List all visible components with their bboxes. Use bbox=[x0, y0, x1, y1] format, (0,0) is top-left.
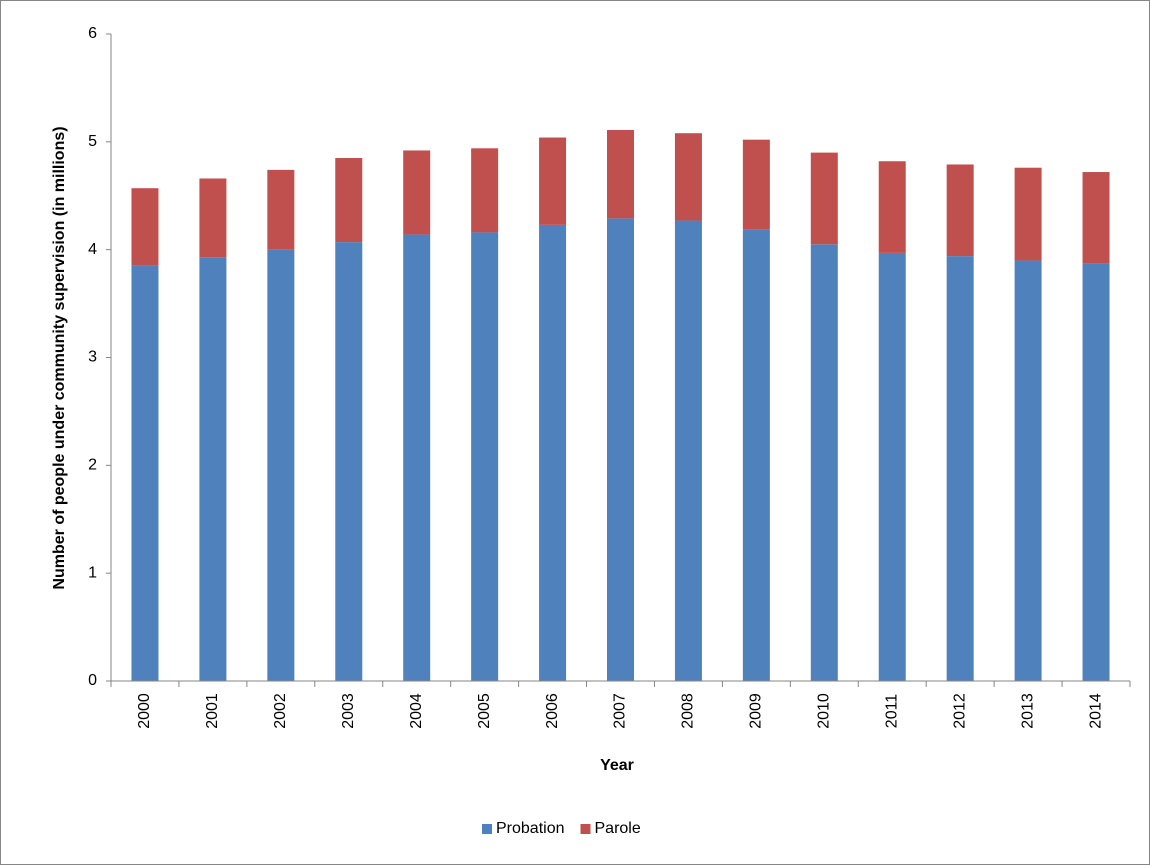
legend-swatch bbox=[482, 824, 492, 834]
x-tick-label: 2006 bbox=[544, 693, 561, 729]
bar-segment bbox=[946, 256, 974, 681]
bar-segment bbox=[403, 150, 431, 235]
bar-segment bbox=[810, 244, 838, 681]
bar-segment bbox=[403, 234, 431, 681]
bar-segment bbox=[335, 242, 363, 681]
x-tick-label: 2008 bbox=[680, 693, 697, 729]
bar-segment bbox=[267, 169, 295, 250]
y-tick-label: 3 bbox=[88, 349, 97, 366]
bar-segment bbox=[131, 265, 159, 681]
bar-segment bbox=[1082, 172, 1110, 264]
x-tick-label: 2014 bbox=[1087, 693, 1104, 729]
bar-segment bbox=[878, 161, 906, 253]
x-tick-label: 2013 bbox=[1019, 693, 1036, 729]
bar-segment bbox=[607, 129, 634, 219]
x-tick-label: 2003 bbox=[340, 693, 357, 729]
bar-segment bbox=[674, 220, 702, 681]
bar-segment bbox=[742, 139, 770, 230]
x-tick-label: 2002 bbox=[272, 693, 289, 729]
bar-segment bbox=[199, 257, 227, 681]
y-axis-title: Number of people under community supervi… bbox=[51, 126, 68, 589]
bar-segment bbox=[471, 232, 499, 681]
y-tick-label: 6 bbox=[88, 25, 97, 42]
bar-segment bbox=[539, 137, 567, 225]
y-tick-label: 2 bbox=[88, 457, 97, 474]
x-tick-label: 2004 bbox=[408, 693, 425, 729]
bar-segment bbox=[810, 152, 838, 245]
bar-segment bbox=[674, 133, 702, 221]
bar-segment bbox=[199, 178, 227, 258]
y-tick-label: 5 bbox=[88, 133, 97, 150]
x-tick-label: 2007 bbox=[612, 693, 629, 729]
x-tick-label: 2010 bbox=[816, 693, 833, 729]
bar-segment bbox=[471, 148, 499, 233]
x-axis-title: Year bbox=[600, 757, 634, 774]
x-tick-label: 2009 bbox=[748, 693, 765, 729]
y-tick-label: 0 bbox=[88, 672, 97, 689]
legend-label: Parole bbox=[595, 820, 641, 837]
bar-segment bbox=[1014, 167, 1042, 261]
x-tick-label: 2005 bbox=[476, 693, 493, 729]
bar-segment bbox=[335, 158, 363, 243]
bar-segment bbox=[878, 252, 906, 681]
bar-segment bbox=[1082, 263, 1110, 681]
x-tick-label: 2001 bbox=[204, 693, 221, 729]
bar-segment bbox=[607, 218, 634, 681]
legend-swatch bbox=[580, 824, 591, 834]
bar-segment bbox=[131, 188, 159, 266]
bar-segment bbox=[539, 224, 567, 682]
bar-segment bbox=[946, 164, 974, 257]
y-tick-label: 1 bbox=[88, 564, 97, 581]
y-tick-label: 4 bbox=[88, 241, 97, 258]
x-tick-label: 2012 bbox=[951, 693, 968, 729]
x-tick-label: 2011 bbox=[883, 694, 900, 729]
bar-segment bbox=[1014, 260, 1042, 681]
legend-label: Probation bbox=[496, 820, 565, 837]
bar-segment bbox=[267, 249, 295, 681]
x-tick-label: 2000 bbox=[136, 693, 153, 729]
bar-segment bbox=[742, 229, 770, 681]
